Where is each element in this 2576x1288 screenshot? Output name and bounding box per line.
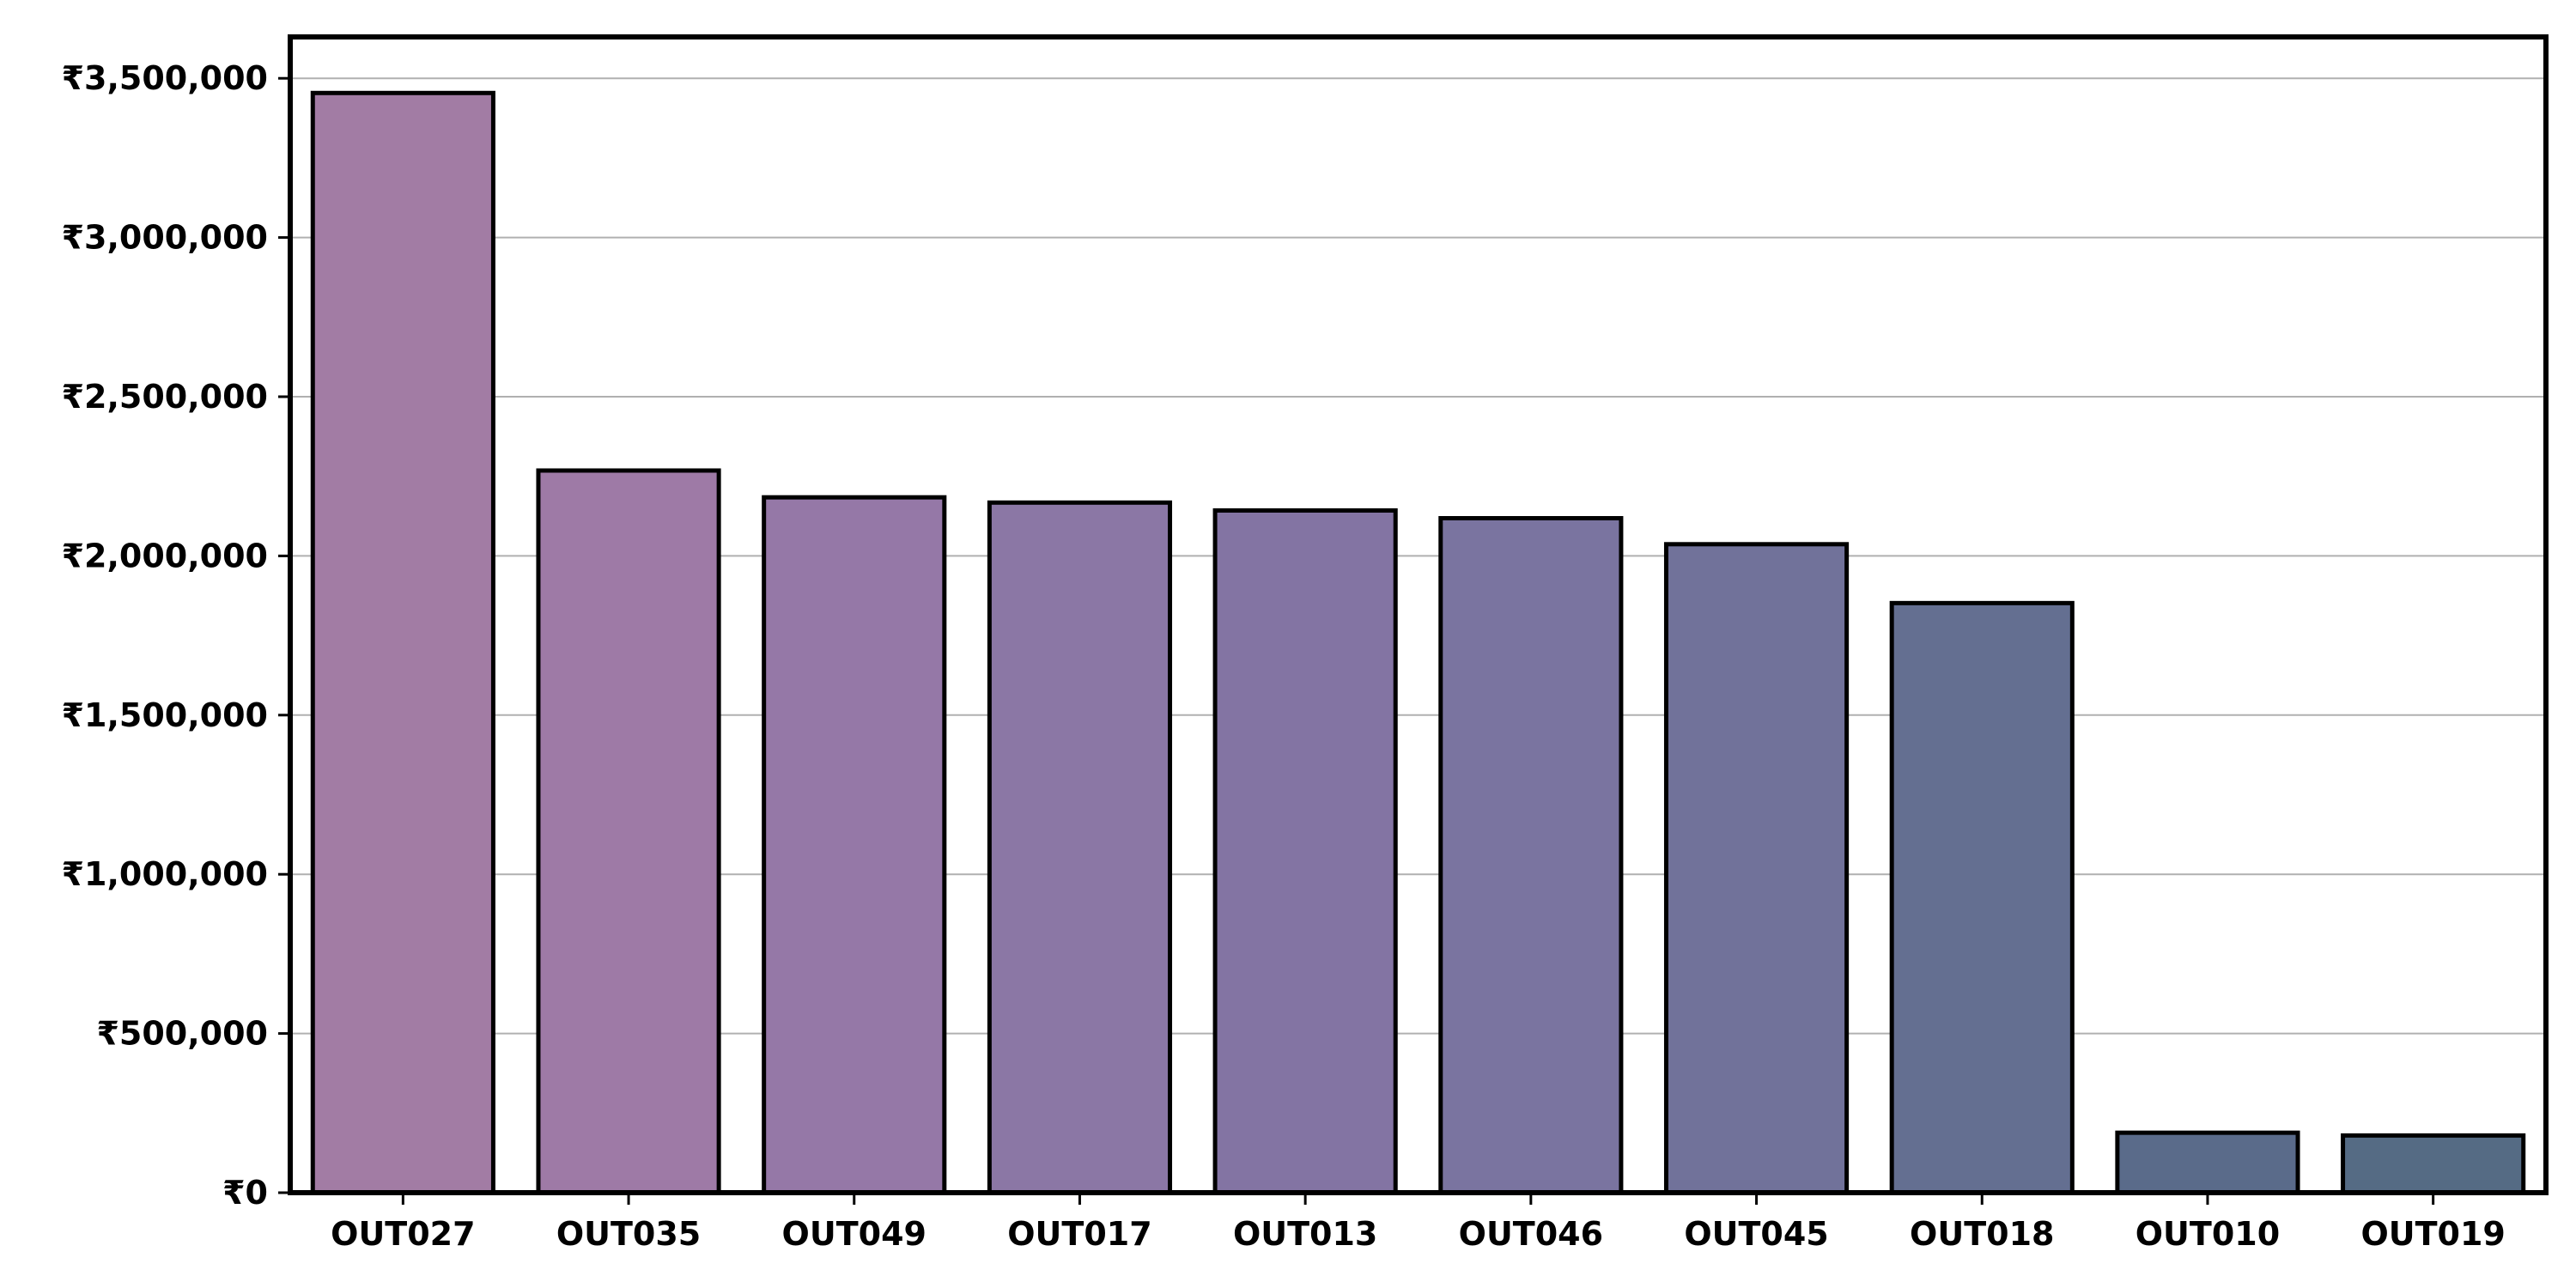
x-tick-label: OUT046 xyxy=(1459,1215,1603,1253)
bar-out013 xyxy=(1212,508,1398,1195)
bars xyxy=(310,90,2526,1195)
y-tick-label: ₹2,000,000 xyxy=(62,537,268,574)
y-tick-label: ₹3,000,000 xyxy=(62,219,268,257)
x-tick-label: OUT035 xyxy=(556,1215,701,1253)
x-tick-label: OUT017 xyxy=(1007,1215,1151,1253)
bar-out046 xyxy=(1438,516,1624,1195)
bar-out045 xyxy=(1663,542,1850,1195)
y-tick-label: ₹1,000,000 xyxy=(62,855,268,893)
y-tick-label: ₹500,000 xyxy=(96,1015,268,1053)
bar-out035 xyxy=(536,468,721,1195)
x-tick-label: OUT013 xyxy=(1233,1215,1377,1253)
bar-out019 xyxy=(2341,1133,2526,1195)
bar-out049 xyxy=(762,495,947,1195)
bar-out027 xyxy=(310,90,495,1195)
y-tick-label: ₹0 xyxy=(222,1174,268,1212)
x-axis-ticks: OUT027 OUT035 OUT049 OUT017 OUT013 OUT046 OUT0… xyxy=(331,1193,2506,1253)
x-tick-label: OUT019 xyxy=(2360,1215,2505,1253)
x-tick-label: OUT018 xyxy=(1910,1215,2054,1253)
bar-out010 xyxy=(2115,1130,2300,1195)
y-axis-ticks: ₹0 ₹500,000 ₹1,000,000 ₹1,500,000 ₹2,000,000… xyxy=(62,59,290,1212)
bar-out017 xyxy=(987,500,1173,1195)
x-tick-label: OUT049 xyxy=(782,1215,927,1253)
bar-out018 xyxy=(1889,600,2075,1195)
y-tick-label: ₹2,500,000 xyxy=(62,378,268,416)
x-tick-label: OUT027 xyxy=(331,1215,475,1253)
x-tick-label: OUT010 xyxy=(2136,1215,2280,1253)
y-tick-label: ₹1,500,000 xyxy=(62,696,268,734)
plot-frame xyxy=(288,34,2549,1195)
y-tick-label: ₹3,500,000 xyxy=(62,59,268,97)
x-tick-label: OUT045 xyxy=(1684,1215,1828,1253)
